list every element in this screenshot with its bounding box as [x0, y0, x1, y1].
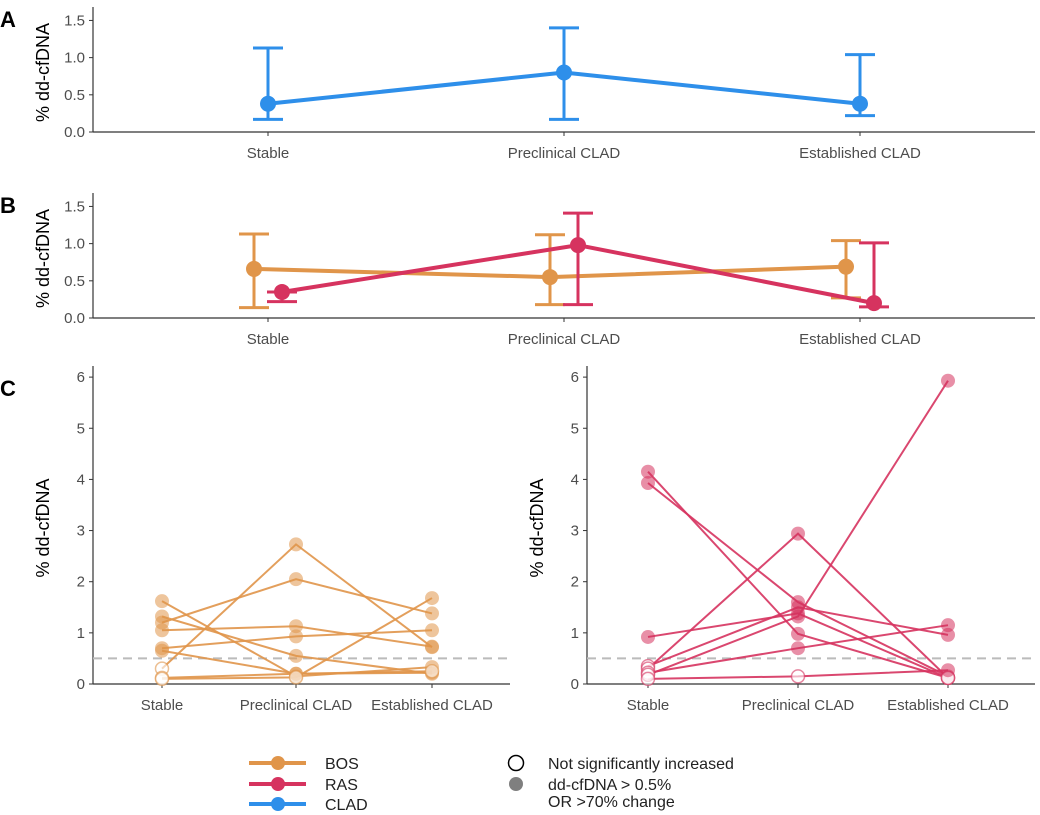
panel-a-point-clad — [260, 95, 276, 112]
panel-c2-y-tick-label: 3 — [571, 523, 579, 540]
panel-b-y-tick-label: 0.0 — [64, 310, 85, 327]
panel-c2-point-filled — [941, 618, 955, 633]
panel-a-x-tick-label: Established CLAD — [799, 145, 921, 162]
panel-letter-c: C — [0, 376, 16, 401]
panel-c2-y-tick-label: 0 — [571, 676, 579, 693]
panel-c2-y-tick-label: 5 — [571, 420, 579, 437]
panel-c2-y-tick-label: 1 — [571, 625, 579, 642]
legend-item-bos: BOS — [249, 756, 359, 773]
panel-c2-point-filled — [791, 626, 805, 641]
panel-a-x-tick-label: Preclinical CLAD — [508, 145, 621, 162]
panel-c2-point-filled — [791, 609, 805, 624]
panel-c1-y-tick-label: 5 — [77, 420, 85, 437]
panel-c2-y-tick-label: 2 — [571, 574, 579, 591]
legend-label-change: OR >70% change — [548, 794, 675, 811]
legend-dot-clad — [271, 797, 285, 811]
legend-label-clad: CLAD — [325, 797, 368, 814]
panel-c1-point-filled — [289, 619, 303, 634]
panel-a-y-tick-label: 0.0 — [64, 124, 85, 141]
panel-c1-point-filled — [425, 606, 439, 621]
panel-c1-point-filled — [425, 623, 439, 638]
panel-c2-x-tick-label: Established CLAD — [887, 697, 1009, 714]
panel-c2-point-open — [640, 671, 656, 687]
legend-label-ras: RAS — [325, 777, 358, 794]
legend-item-clad: CLAD — [249, 797, 368, 814]
panel-c1-point-filled — [155, 594, 169, 609]
panel-c2-point-filled — [941, 663, 955, 678]
panel-c2-y-tick-label: 4 — [571, 471, 579, 488]
panel-c1-point-filled — [289, 629, 303, 644]
panel-b-y-tick-label: 1.0 — [64, 236, 85, 253]
panel-b-y-axis-label: % dd-cfDNA — [33, 209, 53, 308]
panel-b-point-bos — [542, 269, 558, 286]
panel-c1-y-tick-label: 0 — [77, 676, 85, 693]
panel-c2-x-tick-label: Stable — [627, 697, 670, 714]
panel-c1-y-axis-label: % dd-cfDNA — [33, 478, 53, 577]
panel-a-y-tick-label: 1.0 — [64, 50, 85, 67]
legend-dot-ras — [271, 777, 285, 791]
panel-c2-y-axis-label: % dd-cfDNA — [527, 478, 547, 577]
panel-c1-y-tick-label: 4 — [77, 471, 85, 488]
panel-letter-b: B — [0, 193, 16, 218]
panel-a-x-tick-label: Stable — [247, 145, 290, 162]
panel-b-x-tick-label: Established CLAD — [799, 331, 921, 348]
panel-a-point-clad — [852, 95, 868, 112]
panel-c2-point-filled — [941, 373, 955, 388]
panel-b: 0.0 0.5 1.0 1.5 Stable Preclinical CLAD Establ… — [33, 193, 1035, 348]
panel-c1-point-filled — [289, 648, 303, 663]
panel-c-bos: 0 1 2 3 4 5 6 Stable Preclinical CLAD Established… — [33, 366, 510, 714]
panel-c2-point-filled — [641, 464, 655, 479]
panel-b-point-bos — [838, 258, 854, 275]
panel-c1-y-tick-label: 6 — [77, 369, 85, 386]
legend-label-threshold: dd-cfDNA > 0.5% — [548, 777, 671, 794]
panel-c1-point-filled — [425, 591, 439, 606]
panel-c2-point-filled — [641, 475, 655, 490]
legend-label-not-increased: Not significantly increased — [548, 756, 734, 773]
panel-b-point-bos — [246, 260, 262, 277]
panel-c2-x-tick-label: Preclinical CLAD — [742, 697, 855, 714]
legend-label-bos: BOS — [325, 756, 359, 773]
panel-c2-point-open — [790, 669, 806, 684]
panel-c1-point-filled — [155, 623, 169, 638]
panel-c1-y-tick-label: 2 — [77, 574, 85, 591]
panel-b-point-ras — [570, 237, 586, 254]
panel-letter-a: A — [0, 7, 16, 32]
panel-c2-point-filled — [791, 526, 805, 541]
panel-c2-y-tick-label: 6 — [571, 369, 579, 386]
panel-b-x-tick-label: Preclinical CLAD — [508, 331, 621, 348]
panel-b-y-tick-label: 0.5 — [64, 273, 85, 290]
panel-c1-point-open — [154, 671, 170, 687]
panel-b-y-tick-label: 1.5 — [64, 198, 85, 215]
panel-b-x-tick-label: Stable — [247, 331, 290, 348]
panel-c1-point-filled — [155, 643, 169, 658]
panel-a-y-tick-label: 0.5 — [64, 87, 85, 104]
panel-c1-x-tick-label: Stable — [141, 697, 184, 714]
panel-c1-point-open — [288, 670, 304, 685]
panel-c1-point-filled — [289, 572, 303, 587]
legend: BOS RAS CLAD Not significantly increased… — [249, 754, 734, 814]
panel-c1-y-tick-label: 3 — [77, 523, 85, 540]
panel-c1-point-open — [424, 663, 440, 679]
panel-c1-point-filled — [289, 537, 303, 552]
panel-c-ras: 0 1 2 3 4 5 6 Stable Preclinical CLAD Established… — [527, 366, 1035, 714]
panel-c1-x-tick-label: Established CLAD — [371, 697, 493, 714]
panel-c1-point-filled — [425, 640, 439, 655]
panel-c1-y-tick-label: 1 — [77, 625, 85, 642]
legend-item-ras: RAS — [249, 777, 358, 794]
panel-a-point-clad — [556, 64, 572, 81]
panel-b-point-ras — [866, 295, 882, 312]
panel-a-y-axis-label: % dd-cfDNA — [33, 23, 53, 122]
panel-a-y-tick-label: 1.5 — [64, 12, 85, 29]
legend-dot-bos — [271, 756, 285, 770]
legend-filled-circle-marker — [509, 777, 523, 791]
panel-c1-x-tick-label: Preclinical CLAD — [240, 697, 353, 714]
panel-a: 0.0 0.5 1.0 1.5 Stable Preclinical CLAD Establ… — [33, 7, 1035, 162]
panel-b-point-ras — [274, 283, 290, 300]
panel-c2-point-filled — [641, 629, 655, 644]
legend-open-circle-marker — [507, 754, 525, 772]
panel-c2-point-filled — [791, 641, 805, 656]
panel-c2-point-filled — [941, 627, 955, 642]
